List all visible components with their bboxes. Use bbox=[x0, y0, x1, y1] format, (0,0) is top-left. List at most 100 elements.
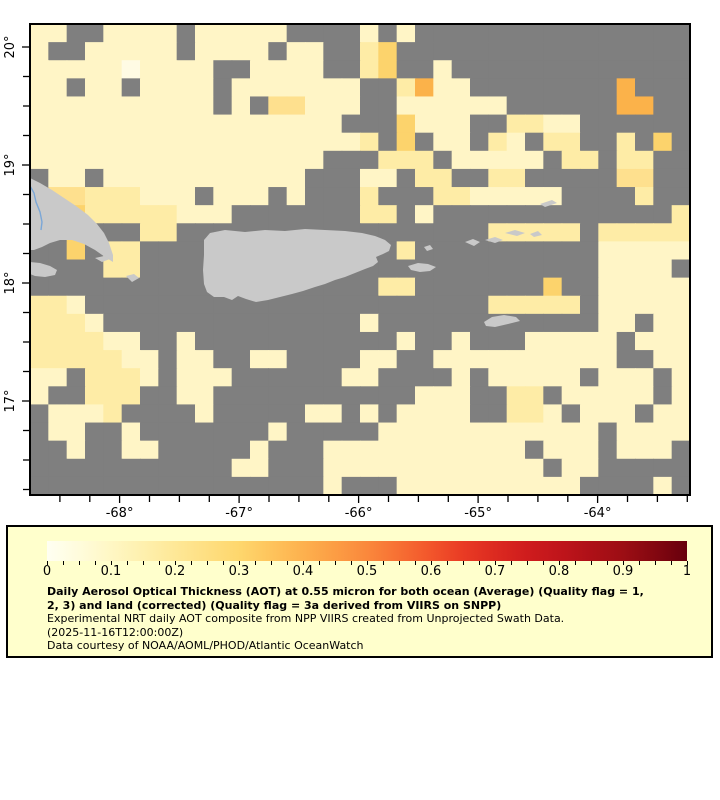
aot-cell bbox=[103, 259, 123, 279]
aot-cell bbox=[341, 350, 361, 369]
aot-cell bbox=[506, 96, 526, 116]
aot-cell bbox=[360, 404, 379, 424]
aot-cell bbox=[451, 205, 471, 224]
aot-cell bbox=[543, 277, 563, 297]
colorbar-tick bbox=[495, 561, 496, 565]
aot-cell bbox=[341, 187, 361, 206]
aot-cell bbox=[30, 368, 49, 387]
aot-cell bbox=[415, 440, 434, 460]
aot-cell bbox=[286, 476, 306, 496]
aot-cell bbox=[616, 277, 636, 297]
aot-cell bbox=[506, 277, 526, 297]
aot-cell bbox=[85, 96, 104, 116]
aot-cell bbox=[378, 168, 398, 188]
aot-cell bbox=[396, 60, 416, 79]
aot-cell bbox=[635, 277, 654, 297]
aot-cell bbox=[525, 205, 544, 224]
aot-cell bbox=[103, 132, 123, 152]
aot-cell bbox=[451, 476, 471, 496]
colorbar-tick-label: 0.3 bbox=[228, 564, 250, 579]
aot-cell bbox=[598, 168, 618, 188]
aot-cell bbox=[341, 440, 361, 460]
aot-cell bbox=[231, 24, 251, 43]
aot-cell bbox=[305, 187, 324, 206]
aot-cell bbox=[323, 458, 343, 478]
aot-cell bbox=[525, 277, 544, 297]
aot-cell bbox=[543, 386, 563, 406]
aot-cell bbox=[286, 60, 306, 79]
aot-cell bbox=[250, 350, 269, 369]
aot-cell bbox=[176, 60, 196, 79]
aot-cell bbox=[415, 114, 434, 134]
aot-cell bbox=[268, 404, 288, 424]
aot-cell bbox=[635, 42, 654, 61]
aot-cell bbox=[360, 24, 379, 43]
aot-cell bbox=[506, 78, 526, 98]
aot-cell bbox=[158, 42, 178, 61]
colorbar-tick bbox=[143, 561, 144, 565]
aot-cell bbox=[415, 96, 434, 116]
aot-cell bbox=[176, 78, 196, 98]
aot-cell bbox=[635, 404, 654, 424]
aot-cell bbox=[341, 150, 361, 170]
aot-cell bbox=[506, 404, 526, 424]
aot-cell bbox=[635, 386, 654, 406]
aot-cell bbox=[653, 313, 673, 333]
y-axis-label: 18° bbox=[3, 271, 18, 294]
aot-cell bbox=[66, 458, 86, 478]
aot-cell bbox=[451, 350, 471, 369]
aot-cell bbox=[121, 223, 141, 242]
aot-cell bbox=[635, 223, 654, 242]
aot-cell bbox=[396, 150, 416, 170]
aot-cell bbox=[48, 368, 68, 387]
aot-cell bbox=[415, 422, 434, 442]
aot-cell bbox=[433, 241, 453, 261]
aot-cell bbox=[470, 331, 489, 351]
aot-cell bbox=[451, 368, 471, 387]
y-axis-label: 20° bbox=[3, 35, 18, 58]
aot-cell bbox=[140, 24, 159, 43]
colorbar-tick bbox=[271, 561, 272, 565]
aot-cell bbox=[378, 24, 398, 43]
aot-cell bbox=[561, 277, 581, 297]
aot-cell bbox=[671, 440, 691, 460]
colorbar-tick-label: 0.8 bbox=[548, 564, 570, 579]
aot-cell bbox=[30, 313, 49, 333]
aot-cell bbox=[213, 114, 233, 134]
aot-cell bbox=[488, 241, 508, 261]
aot-cell bbox=[451, 150, 471, 170]
aot-cell bbox=[66, 422, 86, 442]
aot-cell bbox=[323, 313, 343, 333]
colorbar-tick bbox=[47, 561, 48, 565]
aot-cell bbox=[231, 42, 251, 61]
aot-cell bbox=[543, 331, 563, 351]
aot-cell bbox=[305, 295, 324, 315]
aot-cell bbox=[176, 24, 196, 43]
y-axis-label: 19° bbox=[3, 153, 18, 176]
aot-cell bbox=[286, 205, 306, 224]
aot-cell bbox=[286, 295, 306, 315]
aot-cell bbox=[635, 150, 654, 170]
aot-cell bbox=[231, 440, 251, 460]
aot-cell bbox=[506, 259, 526, 279]
aot-cell bbox=[671, 259, 691, 279]
aot-cell bbox=[506, 205, 526, 224]
aot-cell bbox=[396, 132, 416, 152]
aot-cell bbox=[268, 114, 288, 134]
land-virgin-gorda bbox=[530, 231, 542, 237]
aot-cell bbox=[470, 150, 489, 170]
aot-cell bbox=[305, 168, 324, 188]
colorbar-tick bbox=[255, 561, 256, 565]
aot-cell bbox=[378, 60, 398, 79]
aot-cell bbox=[323, 350, 343, 369]
aot-cell bbox=[268, 476, 288, 496]
aot-cell bbox=[506, 168, 526, 188]
aot-cell bbox=[48, 114, 68, 134]
aot-cell bbox=[140, 368, 159, 387]
aot-cell bbox=[213, 132, 233, 152]
aot-cell bbox=[671, 114, 691, 134]
aot-cell bbox=[30, 24, 49, 43]
aot-cell bbox=[103, 295, 123, 315]
aot-cell bbox=[268, 313, 288, 333]
aot-cell bbox=[250, 168, 269, 188]
